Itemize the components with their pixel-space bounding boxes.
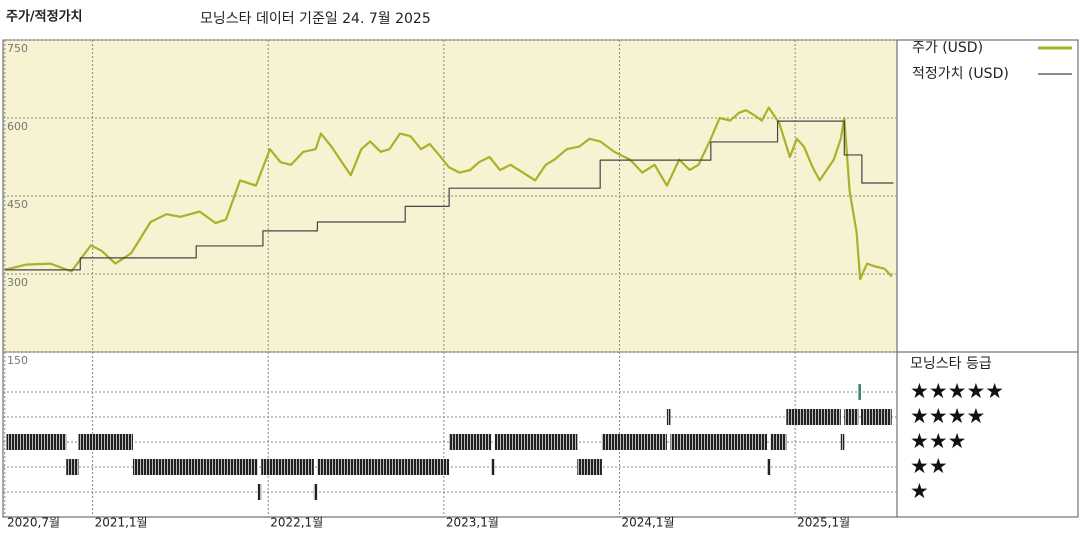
y-tick-label: 300 [7,276,28,289]
legend: 주가 (USD)적정가치 (USD)★★★★★★★★★★★★★★★ [910,40,1072,503]
rating-bar [860,409,892,425]
rating-bar [78,434,133,450]
rating-bar [494,434,578,450]
rating-label: ★★★★ [910,404,985,428]
rating-label: ★★ [910,454,948,478]
chart-title: 주가/적정가치 [6,9,83,25]
rating-bar [66,459,79,475]
price-panel [3,40,897,352]
chart-subtitle: 모닝스타 데이터 기준일 24. 7월 2025 [200,11,431,27]
rating-bar [577,459,602,475]
legend-label: 주가 (USD) [912,40,983,56]
rating-bar [844,409,859,425]
rating-label: ★★★ [910,429,966,453]
rating-bar [261,459,314,475]
rating-bar [491,459,495,475]
rating-bar [313,484,318,500]
y-tick-label: 150 [7,354,28,367]
legend-label: 적정가치 (USD) [912,66,1009,82]
rating-bar [6,434,67,450]
x-tick-label: 2023,1월 [446,516,499,530]
y-tick-label: 600 [7,120,28,133]
x-tick-label: 2020,7월 [7,516,60,530]
rating-bar [767,459,771,475]
x-tick-label: 2024,1월 [621,516,674,530]
rating-bar [666,409,671,425]
rating-bar [840,434,845,450]
rating-bar [317,459,450,475]
rating-bar [858,384,861,400]
y-tick-label: 450 [7,198,28,211]
rating-bar [670,434,768,450]
rating-label: ★★★★★ [910,379,1004,403]
y-tick-label: 750 [7,42,28,55]
x-tick-label: 2021,1월 [95,516,148,530]
rating-bar [257,484,262,500]
rating-bar [770,434,787,450]
series-line [4,106,893,281]
rating-bar [786,409,841,425]
rating-title: 모닝스타 등급 [910,356,992,372]
series-line [4,120,894,271]
rating-bar [132,459,258,475]
x-tick-label: 2022,1월 [270,516,323,530]
rating-label: ★ [910,479,929,503]
x-tick-label: 2025,1월 [797,516,850,530]
rating-bar [449,434,492,450]
rating-bar [601,434,667,450]
plot [4,106,894,500]
